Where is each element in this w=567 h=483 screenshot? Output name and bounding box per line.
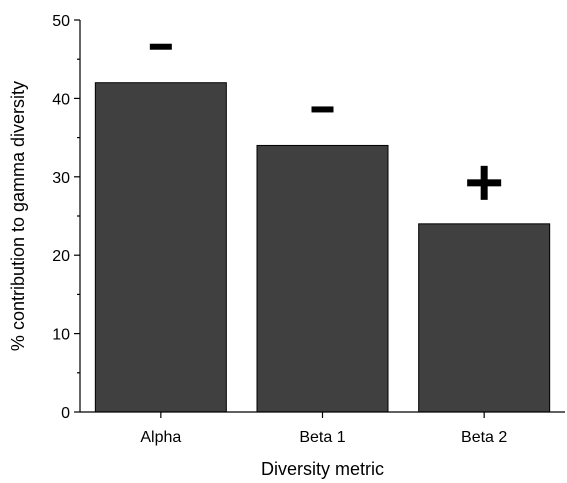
x-tick-label-alpha: Alpha	[140, 429, 181, 446]
y-tick-label: 20	[52, 248, 70, 265]
bar-beta-1	[256, 144, 389, 413]
y-axis-title: % contribution to gamma diversity	[8, 81, 28, 351]
x-tick-label-beta-1: Beta 1	[299, 429, 345, 446]
bar-beta-2	[418, 223, 551, 413]
x-axis-title: Diversity metric	[261, 459, 384, 479]
annotation-minus-beta-1	[311, 106, 334, 113]
x-axis: Alpha Beta 1 Beta 2	[80, 411, 565, 446]
bar-alpha	[94, 82, 227, 413]
annotation-plus-beta-2	[467, 165, 502, 200]
y-axis: 0 10 20 30 40 50	[52, 13, 81, 422]
y-tick-label: 10	[52, 327, 70, 344]
x-tick-label-beta-2: Beta 2	[461, 429, 507, 446]
annotations-group	[149, 43, 502, 200]
y-tick-label: 40	[52, 91, 70, 108]
y-tick-label: 30	[52, 170, 70, 187]
y-tick-label: 0	[61, 405, 70, 422]
annotation-minus-alpha	[149, 43, 172, 50]
bars-group	[94, 82, 551, 413]
y-tick-label: 50	[52, 13, 70, 30]
